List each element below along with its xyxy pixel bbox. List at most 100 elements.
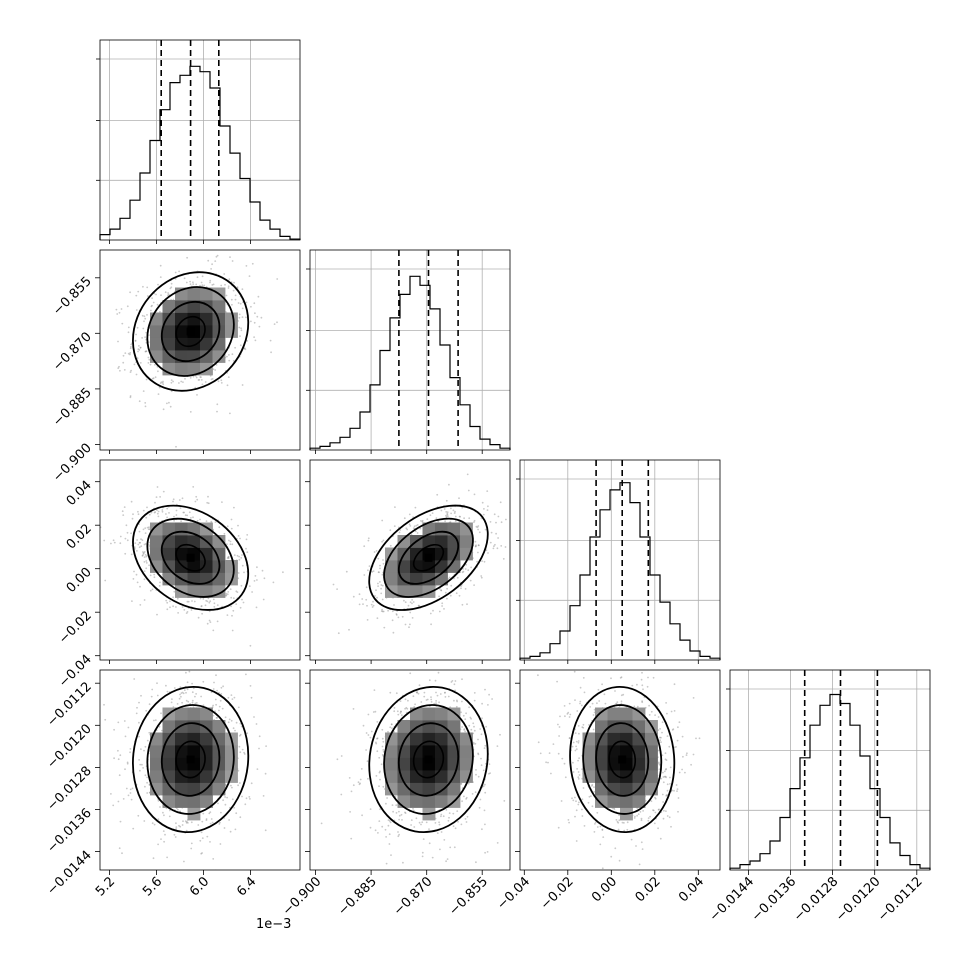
scatter-point	[115, 308, 118, 311]
scatter-point	[161, 510, 164, 513]
scatter-point	[426, 698, 429, 701]
scatter-point	[214, 260, 217, 262]
scatter-point	[381, 610, 384, 613]
contour-line	[132, 685, 250, 834]
scatter-point	[384, 828, 387, 831]
scatter-point	[230, 298, 233, 301]
scatter-point	[118, 847, 121, 850]
scatter-point	[201, 284, 204, 287]
scatter-point	[212, 368, 215, 371]
scatter-point	[197, 824, 200, 826]
panel-frame	[309, 669, 511, 871]
contour-line	[383, 517, 474, 598]
scatter-point	[153, 511, 156, 514]
scatter-point	[103, 539, 106, 542]
scatter-point	[231, 303, 233, 306]
scatter-point	[634, 815, 636, 818]
scatter-point	[256, 566, 258, 569]
scatter-point	[372, 711, 375, 713]
scatter-point	[256, 768, 259, 770]
scatter-point	[332, 583, 335, 586]
scatter-point	[185, 612, 188, 614]
scatter-point	[250, 320, 252, 323]
scatter-point	[409, 601, 412, 604]
scatter-point	[404, 601, 407, 604]
density-cell	[410, 707, 423, 721]
scatter-point	[408, 523, 411, 526]
scatter-point	[601, 867, 604, 870]
scatter-point	[499, 733, 501, 736]
scatter-point	[487, 704, 489, 706]
scatter-point	[664, 768, 667, 771]
scatter-point	[575, 748, 578, 750]
scatter-point	[146, 526, 149, 529]
scatter-point	[205, 520, 208, 522]
scatter-point	[358, 603, 361, 606]
scatter-point	[225, 294, 228, 297]
scatter-point	[156, 512, 159, 515]
scatter-point	[209, 811, 212, 813]
scatter-point	[472, 743, 475, 745]
scatter-point	[378, 820, 381, 822]
scatter-point	[164, 651, 166, 653]
scatter-point	[389, 726, 392, 729]
scatter-point	[180, 520, 183, 523]
scatter-point	[563, 705, 566, 707]
scatter-point	[178, 382, 180, 384]
scatter-point	[191, 600, 193, 602]
scatter-point	[112, 804, 115, 807]
panel-hist-0	[96, 40, 301, 240]
scatter-point	[199, 597, 202, 600]
scatter-point	[456, 576, 459, 579]
density-cell	[582, 757, 596, 771]
scatter-point	[488, 772, 490, 775]
scatter-point	[146, 781, 149, 784]
scatter-point	[165, 684, 167, 687]
scatter-point	[444, 691, 446, 694]
scatter-point	[670, 710, 673, 713]
scatter-point	[143, 599, 146, 601]
density-cell	[200, 337, 213, 351]
scatter-point	[640, 678, 643, 681]
scatter-point	[471, 793, 474, 795]
scatter-point	[660, 777, 663, 780]
scatter-point	[652, 676, 655, 679]
scatter-point	[216, 604, 219, 606]
scatter-point	[465, 796, 468, 799]
scatter-point	[147, 528, 150, 531]
scatter-point	[221, 501, 223, 503]
scatter-point	[238, 745, 241, 748]
scatter-point	[411, 617, 414, 619]
scatter-point	[151, 688, 154, 691]
scatter-point	[388, 833, 391, 836]
scatter-point	[227, 285, 230, 288]
scatter-point	[179, 693, 181, 696]
scatter-point	[148, 731, 151, 734]
scatter-point	[420, 823, 422, 826]
scatter-point	[499, 501, 502, 504]
scatter-point	[212, 714, 215, 717]
scatter-point	[129, 347, 132, 350]
scatter-point	[239, 782, 241, 784]
scatter-point	[223, 532, 226, 535]
scatter-point	[630, 838, 633, 841]
scatter-point	[172, 498, 175, 501]
scatter-point	[453, 699, 455, 702]
scatter-point	[665, 795, 668, 797]
scatter-point	[489, 541, 492, 544]
scatter-point	[166, 601, 169, 604]
panel-frame	[309, 459, 511, 661]
scatter-point	[574, 796, 576, 799]
scatter-point	[475, 525, 478, 528]
scatter-point	[443, 508, 446, 510]
density-cell	[150, 325, 163, 338]
scatter-point	[138, 541, 141, 544]
scatter-point	[113, 728, 115, 731]
scatter-point	[537, 741, 540, 744]
contour-line	[160, 722, 221, 797]
scatter-point	[142, 509, 145, 512]
scatter-point	[206, 622, 209, 625]
scatter-point	[395, 614, 398, 616]
scatter-point	[594, 823, 596, 825]
density-cell	[175, 300, 188, 313]
